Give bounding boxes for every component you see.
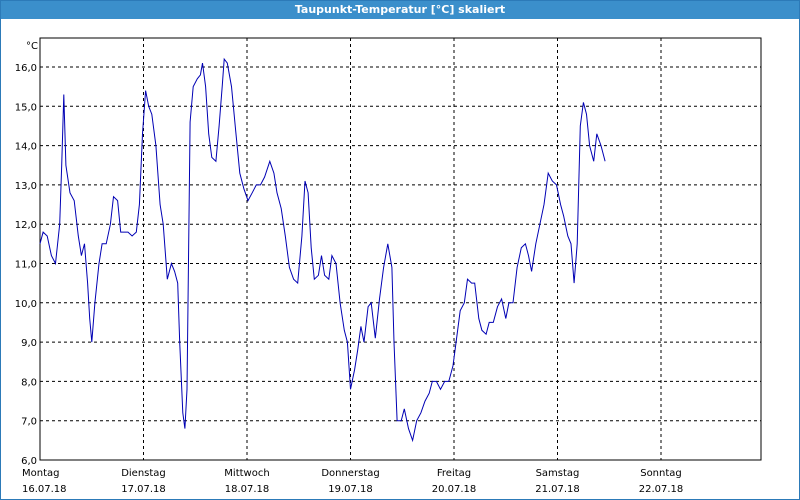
y-tick-label: 16,0 <box>15 63 37 74</box>
x-tick-day-label: Donnerstag <box>321 468 379 479</box>
x-tick-day-label: Freitag <box>437 468 471 479</box>
x-tick-date-label: 16.07.18 <box>22 484 67 495</box>
series-line <box>39 57 606 443</box>
y-tick-label: 6,0 <box>21 456 37 467</box>
x-tick-day-label: Dienstag <box>121 468 166 479</box>
y-tick-label: 7,0 <box>21 417 37 428</box>
x-tick-date-label: 19.07.18 <box>328 484 373 495</box>
x-tick-date-label: 21.07.18 <box>535 484 580 495</box>
y-axis-unit-label: °C <box>26 41 38 52</box>
y-tick-labels: 16,0 15,0 14,0 13,0 12,0 11,0 10,0 9,0 8,0 7,0 6,0 <box>15 63 37 467</box>
x-tick-date-label: 22.07.18 <box>639 484 684 495</box>
x-tick-day-label: Mittwoch <box>224 468 269 479</box>
x-tick-day-label: Sonntag <box>640 468 682 479</box>
x-tick-date-label: 17.07.18 <box>121 484 166 495</box>
y-tick-label: 15,0 <box>15 102 37 113</box>
y-tick-label: 8,0 <box>21 377 37 388</box>
y-tick-label: 14,0 <box>15 142 37 153</box>
x-tick-date-label: 20.07.18 <box>432 484 477 495</box>
y-tick-label: 10,0 <box>15 299 37 310</box>
y-tick-label: 11,0 <box>15 260 37 271</box>
x-tick-day-label: Samstag <box>536 468 580 479</box>
plot-frame <box>39 37 762 461</box>
window-title: Taupunkt-Temperatur [°C] skaliert <box>1 1 799 19</box>
x-tick-date-label: 18.07.18 <box>225 484 270 495</box>
y-tick-label: 9,0 <box>21 338 37 349</box>
x-tick-day-label: Montag <box>22 468 59 479</box>
x-tick-labels: Montag 16.07.18 Dienstag 17.07.18 Mittwoch 18… <box>22 468 683 495</box>
y-tick-label: 13,0 <box>15 181 37 192</box>
y-tick-label: 12,0 <box>15 220 37 231</box>
grid-layer <box>40 38 761 460</box>
